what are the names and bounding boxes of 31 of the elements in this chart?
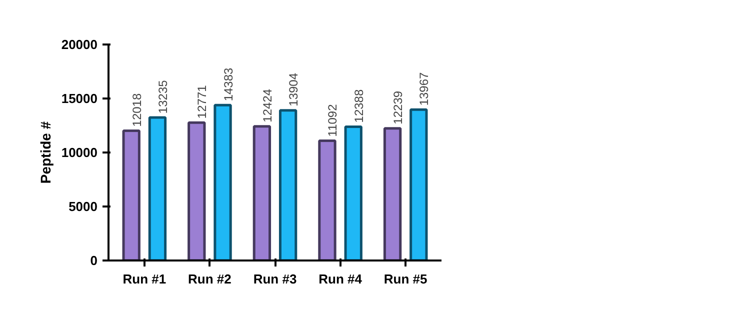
bar bbox=[148, 116, 167, 260]
bar bbox=[318, 139, 336, 260]
bar bbox=[252, 125, 272, 260]
y-tick-label: 5000 bbox=[68, 199, 98, 214]
data-label: 12388 bbox=[352, 89, 366, 123]
x-tick-label: Run #3 bbox=[253, 272, 297, 286]
data-label: 12239 bbox=[391, 90, 406, 124]
y-tick-label: 10000 bbox=[61, 145, 98, 160]
data-label: 12771 bbox=[195, 84, 210, 119]
data-label: 13235 bbox=[156, 80, 170, 114]
bar bbox=[122, 129, 140, 260]
bar bbox=[214, 104, 232, 260]
x-tick-label: Run #4 bbox=[318, 272, 363, 286]
y-tick-label: 20000 bbox=[61, 37, 98, 52]
data-label: 14383 bbox=[221, 67, 236, 102]
data-label: 11092 bbox=[326, 104, 340, 137]
bar bbox=[278, 109, 298, 260]
data-label: 13904 bbox=[286, 72, 301, 106]
x-tick-label: Run #1 bbox=[122, 272, 166, 286]
data-label: 12018 bbox=[130, 93, 144, 127]
data-label: 13967 bbox=[417, 72, 432, 106]
data-label: 12424 bbox=[260, 88, 274, 122]
bar bbox=[383, 127, 402, 260]
bar bbox=[410, 108, 428, 260]
x-tick-label: Run #2 bbox=[188, 272, 232, 286]
y-tick-label: 15000 bbox=[61, 91, 98, 106]
bar bbox=[188, 121, 206, 260]
x-tick-label: Run #5 bbox=[384, 272, 428, 286]
y-axis-title: Peptide # bbox=[37, 121, 54, 184]
bar bbox=[344, 125, 362, 260]
y-tick-label: 0 bbox=[90, 253, 98, 268]
